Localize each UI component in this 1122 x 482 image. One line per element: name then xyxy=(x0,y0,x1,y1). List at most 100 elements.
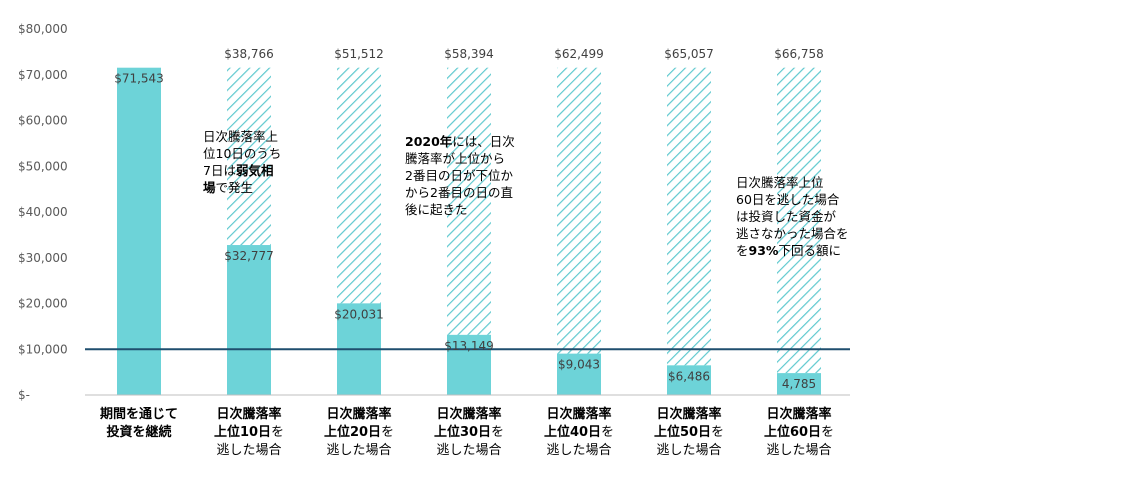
category-label-segment: 逃した場合 xyxy=(436,443,501,458)
category-label-segment: 日次騰落率 xyxy=(436,406,501,422)
category-label-segment: 逃した場合 xyxy=(656,443,721,458)
y-tick-label: $20,000 xyxy=(18,297,68,311)
category-label-line: 上位20日を xyxy=(324,424,394,440)
category-label-line: 投資を継続 xyxy=(106,424,171,440)
category-label-segment: 上位40日 xyxy=(544,424,601,440)
category-label-line: 逃した場合 xyxy=(326,443,391,458)
category-label-line: 逃した場合 xyxy=(656,443,721,458)
y-axis-ticks: $- $10,000 $20,000 $30,000 $40,000 $50,000 $60… xyxy=(18,22,68,402)
category-label-line: 日次騰落率 xyxy=(766,406,831,422)
value-bar xyxy=(117,67,161,396)
category-label-line: 逃した場合 xyxy=(436,443,501,458)
missed-gain-bar xyxy=(557,67,601,354)
annotation-top10: 日次騰落率上 位10日のうち 7日は弱気相場で発生 xyxy=(203,128,281,196)
annotation-segment: 弱気相 xyxy=(235,163,274,178)
category-label-segment: を xyxy=(821,425,834,440)
annotation-segment: 60日を逃した場合 xyxy=(736,192,840,207)
annotation-segment: 位10日のうち xyxy=(203,146,282,161)
annotation-segment: 日次騰落率上 xyxy=(203,129,279,144)
value-bar xyxy=(557,353,601,395)
annotation-segment: を xyxy=(736,243,749,258)
category-label-line: 期間を通じて xyxy=(100,406,178,422)
y-tick-label: $50,000 xyxy=(18,159,68,173)
data-labels: $71,543 $32,777 $20,031 $13,149 $9,043 $6,486… xyxy=(114,47,824,391)
annotation-segment: から2番目の日の直 xyxy=(405,185,513,200)
value-label: $20,031 xyxy=(334,307,384,321)
missed-total-label: $65,057 xyxy=(664,47,714,61)
category-label-segment: 逃した場合 xyxy=(326,443,391,458)
missed-gain-bars xyxy=(227,67,821,374)
category-label-line: 上位40日を xyxy=(544,424,614,440)
annotation-segment: 2020年 xyxy=(405,134,453,149)
category-label-line: 上位30日を xyxy=(434,424,504,440)
category-label-segment: 上位60日 xyxy=(764,424,821,440)
annotation-segment: 日次騰落率上位 xyxy=(736,175,824,190)
annotation-segment: には、日次 xyxy=(452,134,515,149)
annotation-segment: 逃さなかった場合を xyxy=(736,226,849,241)
value-label: $32,777 xyxy=(224,249,274,263)
missed-total-label: $66,758 xyxy=(774,47,824,61)
category-label-segment: 投資を継続 xyxy=(106,424,171,440)
annotation-2020: 2020年には、日次騰落率が上位から 2番目の日が下位か から2番目の日の直 後に起き… xyxy=(405,133,515,218)
category-label-segment: 上位30日 xyxy=(434,424,491,440)
value-label: $6,486 xyxy=(668,369,710,383)
annotation-segment: 7日は xyxy=(203,163,236,178)
category-label-line: 日次騰落率 xyxy=(546,406,611,422)
category-label-segment: 逃した場合 xyxy=(216,443,281,458)
category-label-line: 上位60日を xyxy=(764,424,834,440)
category-label-segment: 逃した場合 xyxy=(546,443,611,458)
category-label-segment: 日次騰落率 xyxy=(216,406,281,422)
category-label-line: 逃した場合 xyxy=(216,443,281,458)
category-label-line: 日次騰落率 xyxy=(216,406,281,422)
missed-total-label: $62,499 xyxy=(554,47,604,61)
missed-gain-bar xyxy=(777,67,821,374)
category-label-segment: を xyxy=(381,425,394,440)
category-label-segment: を xyxy=(601,425,614,440)
category-label-segment: 上位50日 xyxy=(654,424,711,440)
annotation-segment: 下回る額に xyxy=(778,243,841,258)
annotation-segment: 93% xyxy=(748,243,779,258)
annotation-segment: 場 xyxy=(203,180,216,195)
category-label-line: 上位50日を xyxy=(654,424,724,440)
category-label-line: 逃した場合 xyxy=(766,443,831,458)
value-label: 4,785 xyxy=(782,377,816,391)
annotation-segment: で発生 xyxy=(215,180,254,195)
annotation-segment: 後に起きた xyxy=(405,202,468,217)
category-label-line: 日次騰落率 xyxy=(436,406,501,422)
value-bar xyxy=(667,365,711,395)
category-label-line: 上位10日を xyxy=(214,424,284,440)
missed-total-label: $51,512 xyxy=(334,47,384,61)
x-axis-category-labels: 期間を通じて投資を継続日次騰落率上位10日を逃した場合日次騰落率上位20日を逃し… xyxy=(100,406,834,458)
category-label-segment: 日次騰落率 xyxy=(546,406,611,422)
y-tick-label: $40,000 xyxy=(18,205,68,219)
category-label-line: 日次騰落率 xyxy=(656,406,721,422)
category-label-segment: を xyxy=(711,425,724,440)
missed-total-label: $58,394 xyxy=(444,47,494,61)
value-label: $71,543 xyxy=(114,72,164,86)
category-label-segment: 日次騰落率 xyxy=(766,406,831,422)
value-label: $13,149 xyxy=(444,339,494,353)
y-tick-label: $60,000 xyxy=(18,114,68,128)
missed-total-label: $38,766 xyxy=(224,47,274,61)
annotation-segment: 2番目の日が下位か xyxy=(405,168,513,183)
category-label-segment: 上位10日 xyxy=(214,424,271,440)
category-label-segment: 期間を通じて xyxy=(100,406,178,422)
value-label: $9,043 xyxy=(558,358,600,372)
annotation-segment: 騰落率が上位から xyxy=(405,151,506,166)
annotation-top60: 日次騰落率上位 60日を逃した場合 は投資した資金が 逃さなかった場合を を93%下回る… xyxy=(736,174,849,259)
y-tick-label: $- xyxy=(18,388,30,402)
category-label-line: 逃した場合 xyxy=(546,443,611,458)
category-label-line: 日次騰落率 xyxy=(326,406,391,422)
missed-gain-bar xyxy=(667,67,711,366)
category-label-segment: を xyxy=(271,425,284,440)
value-bar xyxy=(227,245,271,395)
y-tick-label: $80,000 xyxy=(18,22,68,36)
missed-gain-bar xyxy=(337,67,381,304)
missed-gain-bar xyxy=(447,67,491,335)
value-bar xyxy=(447,334,491,395)
y-tick-label: $70,000 xyxy=(18,68,68,82)
value-bar xyxy=(777,373,821,395)
category-label-segment: 逃した場合 xyxy=(766,443,831,458)
category-label-segment: 日次騰落率 xyxy=(326,406,391,422)
